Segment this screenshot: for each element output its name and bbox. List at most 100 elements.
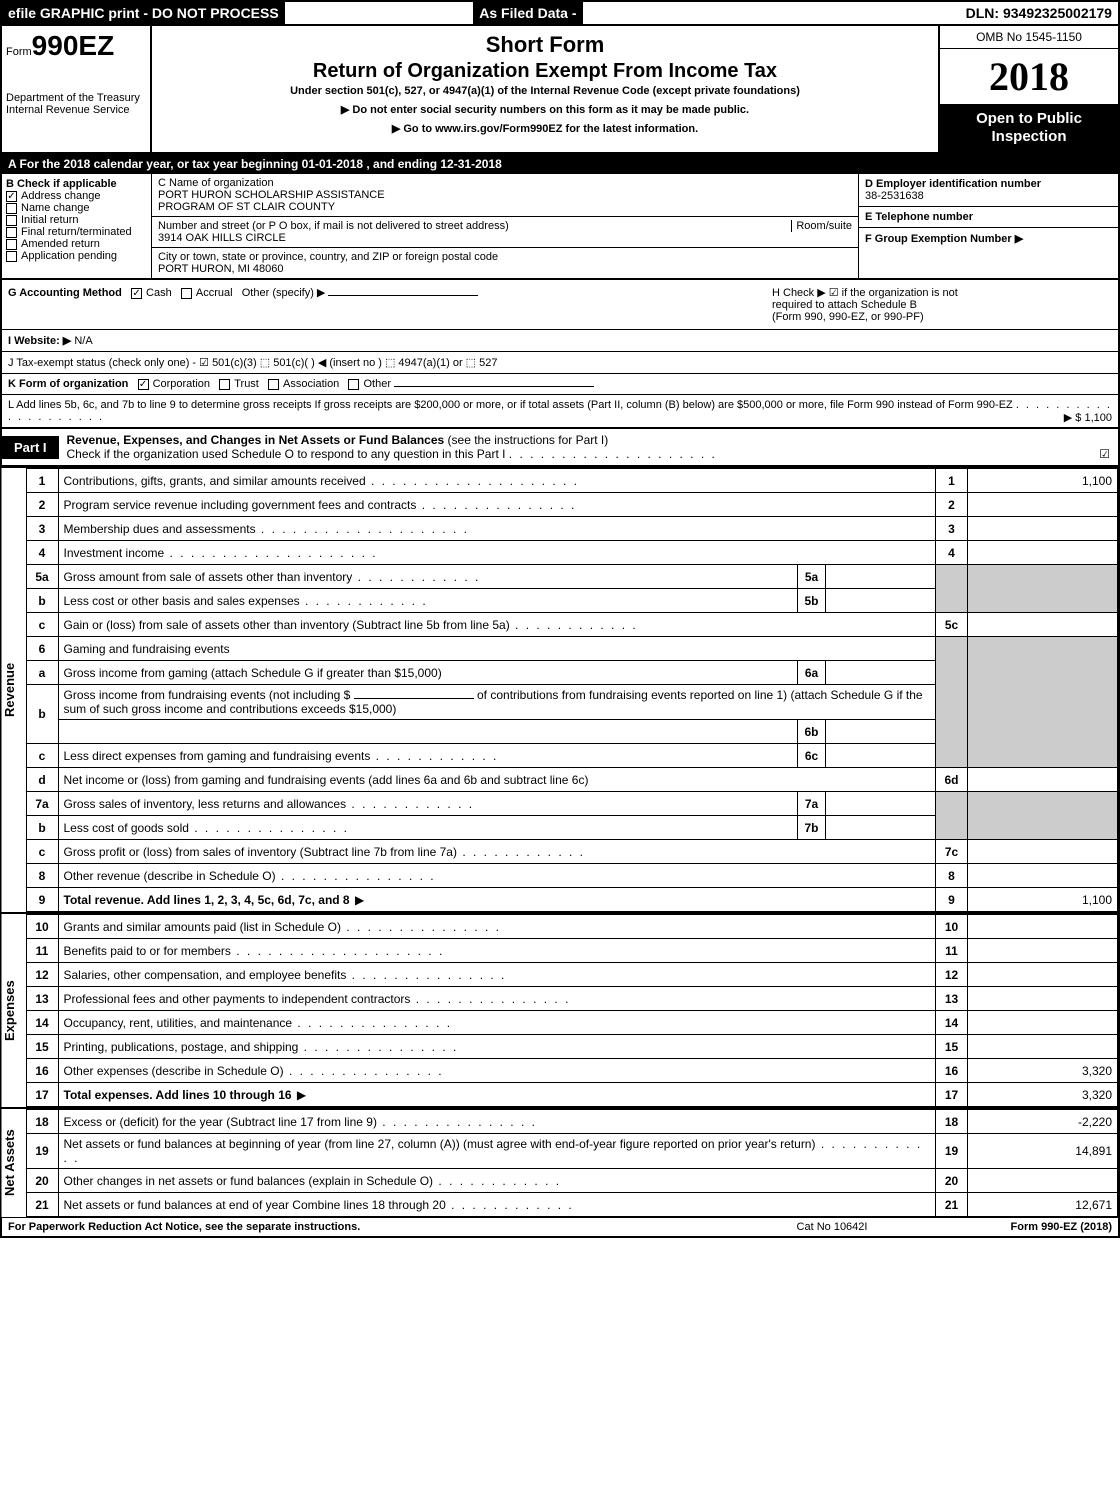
chk-other[interactable] (348, 379, 359, 390)
expenses-vlabel: Expenses (2, 914, 26, 1107)
d-value: 38-2531638 (865, 190, 1112, 202)
form-container: efile GRAPHIC print - DO NOT PROCESS As … (0, 0, 1120, 1238)
f-group-block: F Group Exemption Number ▶ (859, 228, 1118, 249)
form-number-big: 990EZ (32, 30, 115, 61)
g-other-line[interactable] (328, 295, 478, 296)
chk-name[interactable]: Name change (6, 202, 147, 214)
l-amount: ▶ $ 1,100 (1064, 411, 1112, 424)
expenses-table: 10 Grants and similar amounts paid (list… (26, 914, 1119, 1107)
line-8: 8 Other revenue (describe in Schedule O)… (26, 864, 1118, 888)
chk-trust[interactable] (219, 379, 230, 390)
d-ein-block: D Employer identification number 38-2531… (859, 174, 1118, 207)
chk-corp[interactable]: ✓ (138, 379, 149, 390)
part-i-header: Part I Revenue, Expenses, and Changes in… (2, 429, 1118, 466)
short-form-title: Short Form (158, 32, 932, 58)
g-label: G Accounting Method (8, 287, 122, 299)
revenue-table: 1 Contributions, gifts, grants, and simi… (26, 468, 1119, 912)
l-grossreceipts-row: L Add lines 5b, 6c, and 7b to line 9 to … (2, 395, 1118, 429)
h-text2: required to attach Schedule B (772, 299, 1112, 311)
c-room-label: Room/suite (791, 220, 852, 232)
line-13: 13 Professional fees and other payments … (26, 987, 1118, 1011)
note-ssn: ▶ Do not enter social security numbers o… (158, 103, 932, 116)
gh-row: G Accounting Method ✓Cash Accrual Other … (2, 280, 1118, 330)
main-title: Return of Organization Exempt From Incom… (158, 60, 932, 83)
open-to-public: Open to Public Inspection (940, 104, 1118, 152)
h-text3: (Form 990, 990-EZ, or 990-PF) (772, 311, 1112, 323)
netassets-table: 18 Excess or (deficit) for the year (Sub… (26, 1109, 1119, 1217)
right-col: OMB No 1545-1150 2018 Open to Public Ins… (938, 26, 1118, 152)
line-6d: d Net income or (loss) from gaming and f… (26, 768, 1118, 792)
l-text: L Add lines 5b, 6c, and 7b to line 9 to … (8, 399, 1013, 411)
revenue-section: Revenue 1 Contributions, gifts, grants, … (2, 466, 1118, 912)
k-other-line[interactable] (394, 386, 594, 387)
e-phone-block: E Telephone number (859, 207, 1118, 228)
chk-pending[interactable]: Application pending (6, 250, 147, 262)
footer-mid: Cat No 10642I (732, 1221, 932, 1233)
line-3: 3 Membership dues and assessments 3 (26, 517, 1118, 541)
c-city: PORT HURON, MI 48060 (158, 263, 852, 275)
line-14: 14 Occupancy, rent, utilities, and maint… (26, 1011, 1118, 1035)
line-2: 2 Program service revenue including gove… (26, 493, 1118, 517)
g-accounting: G Accounting Method ✓Cash Accrual Other … (8, 286, 772, 323)
c-street: 3914 OAK HILLS CIRCLE (158, 232, 852, 244)
tax-year: 2018 (940, 49, 1118, 104)
line-17: 17 Total expenses. Add lines 10 through … (26, 1083, 1118, 1107)
chk-cash[interactable]: ✓ (131, 288, 142, 299)
line-5a: 5a Gross amount from sale of assets othe… (26, 565, 1118, 589)
line-11: 11 Benefits paid to or for members 11 (26, 939, 1118, 963)
col-c-orginfo: C Name of organization PORT HURON SCHOLA… (152, 174, 858, 278)
col-b-checkboxes: B Check if applicable ✓Address change Na… (2, 174, 152, 278)
line-20: 20 Other changes in net assets or fund b… (26, 1169, 1118, 1193)
form-number: Form990EZ (6, 30, 146, 62)
expenses-section: Expenses 10 Grants and similar amounts p… (2, 912, 1118, 1107)
i-value: N/A (74, 335, 92, 347)
b-title: B Check if applicable (6, 178, 147, 190)
footer-left: For Paperwork Reduction Act Notice, see … (8, 1221, 732, 1233)
line-7a: 7a Gross sales of inventory, less return… (26, 792, 1118, 816)
line-4: 4 Investment income 4 (26, 541, 1118, 565)
netassets-section: Net Assets 18 Excess or (deficit) for th… (2, 1107, 1118, 1217)
line-21: 21 Net assets or fund balances at end of… (26, 1193, 1118, 1217)
line-12: 12 Salaries, other compensation, and emp… (26, 963, 1118, 987)
c-name1: PORT HURON SCHOLARSHIP ASSISTANCE (158, 189, 852, 201)
line-7c: c Gross profit or (loss) from sales of i… (26, 840, 1118, 864)
part-i-title: Revenue, Expenses, and Changes in Net As… (59, 429, 1118, 465)
c-street-block: Number and street (or P O box, if mail i… (152, 217, 858, 248)
line-9: 9 Total revenue. Add lines 1, 2, 3, 4, 5… (26, 888, 1118, 912)
line-5c: c Gain or (loss) from sale of assets oth… (26, 613, 1118, 637)
row-a-taxyear: A For the 2018 calendar year, or tax yea… (2, 154, 1118, 174)
efile-label: efile GRAPHIC print - DO NOT PROCESS (2, 2, 285, 24)
h-text1: H Check ▶ ☑ if the organization is not (772, 286, 1112, 299)
c-street-label: Number and street (or P O box, if mail i… (158, 220, 509, 232)
chk-amended[interactable]: Amended return (6, 238, 147, 250)
irs-label: Internal Revenue Service (6, 104, 146, 116)
omb-label: OMB No 1545-1150 (940, 26, 1118, 49)
form-prefix: Form (6, 46, 32, 58)
c-city-block: City or town, state or province, country… (152, 248, 858, 278)
chk-initial[interactable]: Initial return (6, 214, 147, 226)
line-10: 10 Grants and similar amounts paid (list… (26, 915, 1118, 939)
title-col: Short Form Return of Organization Exempt… (152, 26, 938, 152)
dln-label: DLN: 93492325002179 (960, 2, 1118, 24)
subtitle: Under section 501(c), 527, or 4947(a)(1)… (158, 85, 932, 97)
chk-assoc[interactable] (268, 379, 279, 390)
h-schedule-b: H Check ▶ ☑ if the organization is not r… (772, 286, 1112, 323)
line-18: 18 Excess or (deficit) for the year (Sub… (26, 1110, 1118, 1134)
part-i-tab: Part I (2, 436, 59, 459)
section-bcdef: B Check if applicable ✓Address change Na… (2, 174, 1118, 280)
i-label: I Website: ▶ (8, 335, 71, 347)
chk-address[interactable]: ✓Address change (6, 190, 147, 202)
c-name-block: C Name of organization PORT HURON SCHOLA… (152, 174, 858, 217)
chk-accrual[interactable] (181, 288, 192, 299)
g-other: Other (specify) ▶ (242, 287, 326, 299)
f-label: F Group Exemption Number ▶ (865, 232, 1112, 245)
chk-final[interactable]: Final return/terminated (6, 226, 147, 238)
part-i-check[interactable]: ☑ (1099, 447, 1110, 461)
e-label: E Telephone number (865, 211, 1112, 223)
c-name2: PROGRAM OF ST CLAIR COUNTY (158, 201, 852, 213)
dept-label: Department of the Treasury (6, 92, 146, 104)
netassets-vlabel: Net Assets (2, 1109, 26, 1217)
d-label: D Employer identification number (865, 178, 1112, 190)
form-id-col: Form990EZ Department of the Treasury Int… (2, 26, 152, 152)
line-16: 16 Other expenses (describe in Schedule … (26, 1059, 1118, 1083)
